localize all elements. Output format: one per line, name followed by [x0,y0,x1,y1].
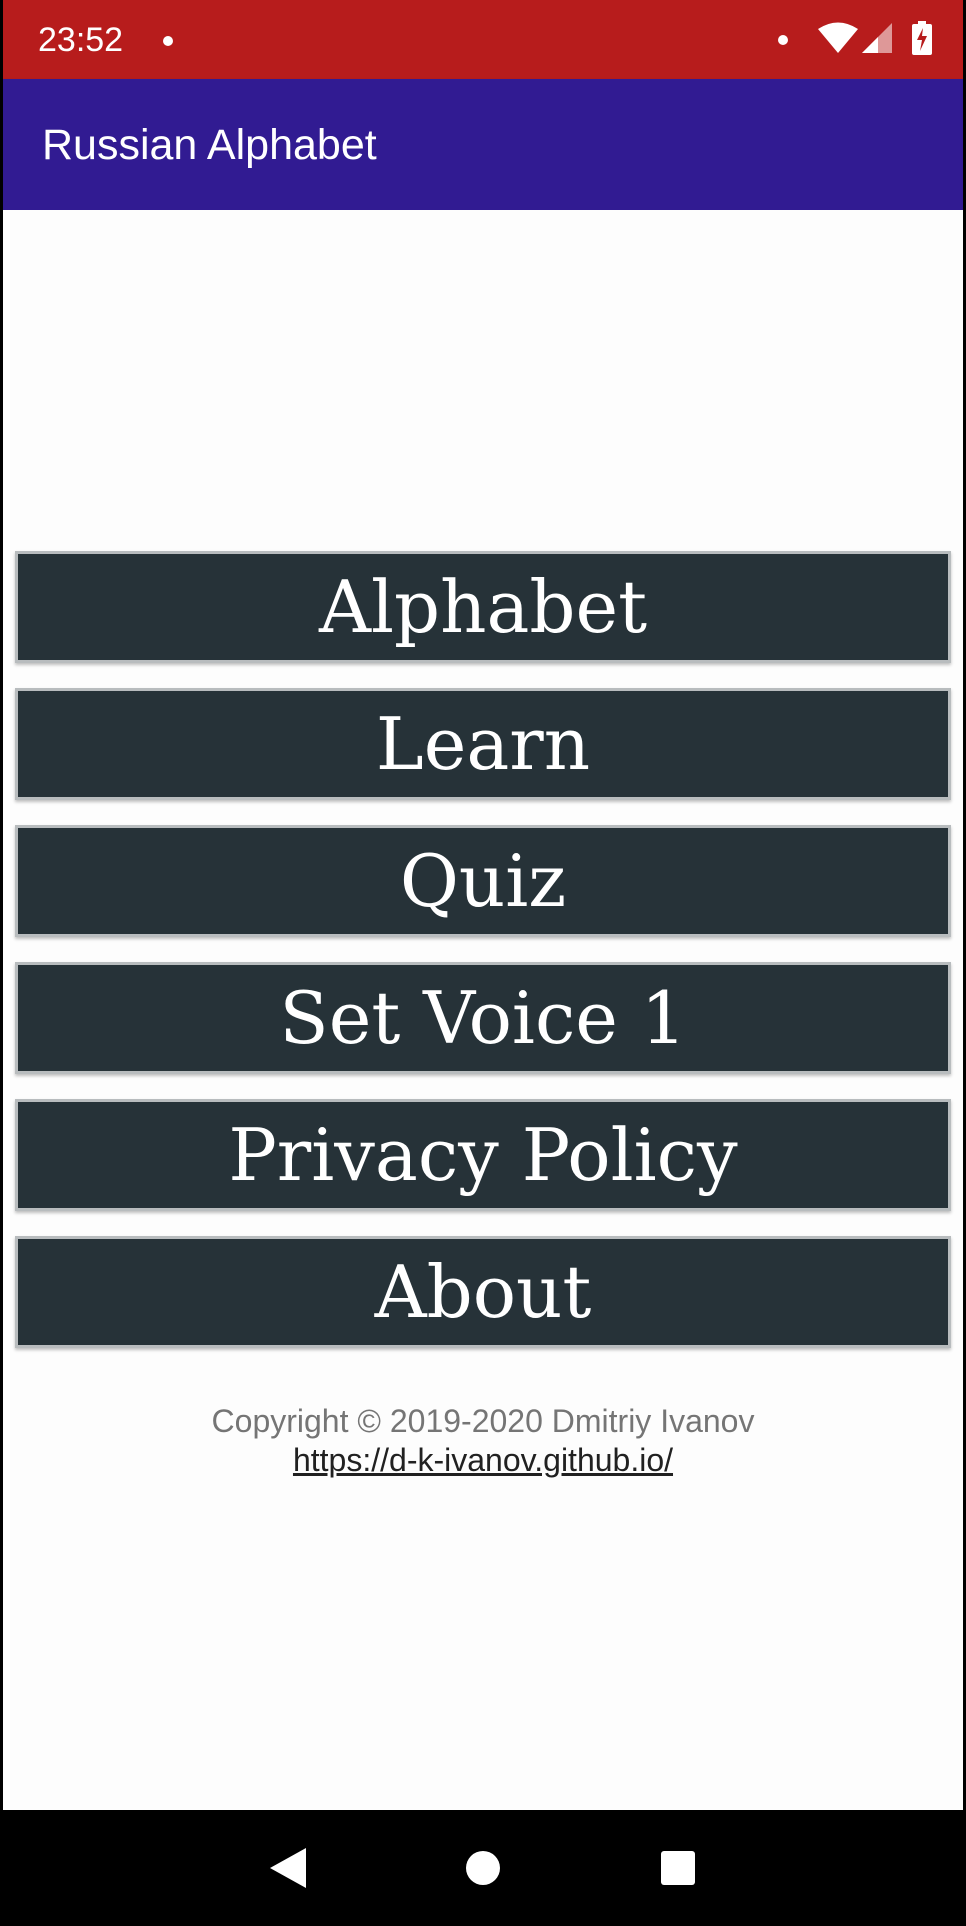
about-button[interactable]: About [15,1236,951,1348]
status-icons [778,20,932,60]
footer: Copyright © 2019-2020 Dmitriy Ivanov htt… [0,1402,966,1480]
recents-icon[interactable] [650,1840,706,1896]
notification-dot-icon [778,35,788,45]
wifi-icon [818,22,858,59]
set-voice-button[interactable]: Set Voice 1 [15,962,951,1074]
battery-charging-icon [912,20,932,60]
home-icon[interactable] [455,1840,511,1896]
copyright-text: Copyright © 2019-2020 Dmitriy Ivanov [211,1403,755,1439]
right-edge [963,0,966,1926]
navigation-bar [0,1810,966,1926]
app-title: Russian Alphabet [42,121,377,169]
quiz-button[interactable]: Quiz [15,825,951,937]
app-bar: Russian Alphabet [0,79,966,210]
privacy-policy-button[interactable]: Privacy Policy [15,1099,951,1211]
status-bar: 23:52 [0,0,966,79]
notification-dot-icon [163,36,173,46]
learn-button[interactable]: Learn [15,688,951,800]
main-content: Alphabet Learn Quiz Set Voice 1 Privacy … [0,210,966,1810]
cell-signal-icon [862,22,892,58]
website-link[interactable]: https://d-k-ivanov.github.io/ [292,1442,674,1478]
back-icon[interactable] [260,1840,316,1896]
left-edge [0,0,3,1926]
alphabet-button[interactable]: Alphabet [15,551,951,663]
status-time: 23:52 [38,21,124,59]
main-menu: Alphabet Learn Quiz Set Voice 1 Privacy … [15,551,951,1373]
